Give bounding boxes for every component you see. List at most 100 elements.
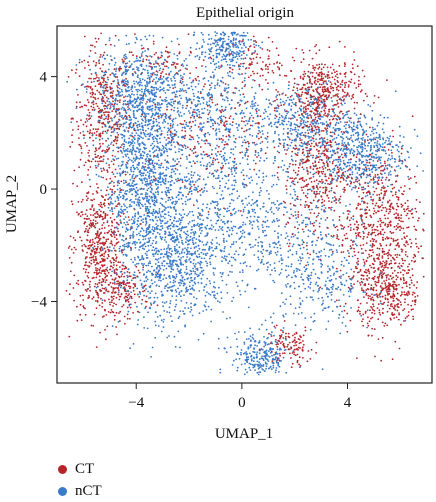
point-nct <box>249 215 252 218</box>
point-nct <box>187 307 190 309</box>
point-nct <box>226 292 229 294</box>
point-nct <box>214 31 217 33</box>
point-ct <box>304 185 307 188</box>
point-nct <box>217 79 219 82</box>
point-nct <box>165 222 168 224</box>
point-nct <box>350 126 353 129</box>
point-nct <box>342 137 345 140</box>
point-nct <box>100 167 102 170</box>
point-ct <box>266 135 269 138</box>
point-ct <box>89 239 92 242</box>
point-nct <box>113 73 115 76</box>
point-ct <box>336 73 338 76</box>
point-ct <box>78 143 81 146</box>
point-nct <box>316 255 319 258</box>
point-nct <box>225 127 228 130</box>
point-nct <box>206 291 208 293</box>
point-nct <box>120 116 123 119</box>
point-ct <box>295 93 298 95</box>
point-nct <box>399 141 401 144</box>
point-nct <box>247 338 250 340</box>
point-nct <box>121 226 124 229</box>
point-nct <box>377 137 379 139</box>
point-ct <box>413 292 416 294</box>
point-nct <box>244 124 247 127</box>
point-nct <box>181 251 183 253</box>
point-nct <box>360 176 363 179</box>
point-ct <box>338 215 341 218</box>
point-ct <box>406 235 408 238</box>
point-nct <box>239 230 242 233</box>
point-ct <box>320 170 323 173</box>
point-nct <box>291 159 294 162</box>
point-nct <box>230 50 233 53</box>
point-nct <box>243 96 246 98</box>
point-nct <box>249 340 252 342</box>
point-nct <box>329 160 331 163</box>
point-nct <box>213 39 216 41</box>
point-nct <box>185 196 188 198</box>
point-ct <box>415 210 418 213</box>
point-nct <box>260 240 262 243</box>
point-nct <box>215 66 218 69</box>
point-nct <box>274 121 277 124</box>
point-nct <box>109 55 112 57</box>
point-nct <box>290 99 293 102</box>
point-nct <box>133 94 135 96</box>
point-nct <box>208 100 211 102</box>
point-nct <box>150 144 152 147</box>
point-ct <box>251 61 253 63</box>
point-ct <box>192 120 194 123</box>
point-nct <box>85 91 88 93</box>
point-nct <box>249 346 252 348</box>
point-nct <box>131 90 134 93</box>
point-nct <box>158 208 161 210</box>
point-nct <box>173 245 176 248</box>
point-ct <box>285 153 287 155</box>
point-nct <box>162 326 165 328</box>
point-nct <box>355 114 358 116</box>
point-nct <box>237 353 239 356</box>
point-nct <box>141 262 143 265</box>
point-nct <box>278 219 280 222</box>
point-nct <box>214 255 217 258</box>
point-ct <box>140 223 142 225</box>
point-nct <box>121 152 123 154</box>
point-nct <box>352 125 355 128</box>
point-ct <box>367 297 370 300</box>
point-nct <box>213 281 216 284</box>
point-ct <box>313 114 316 116</box>
point-nct <box>164 179 167 181</box>
point-ct <box>400 303 402 306</box>
point-nct <box>118 247 121 250</box>
point-nct <box>214 34 217 37</box>
point-nct <box>207 131 209 134</box>
point-ct <box>279 354 281 357</box>
point-ct <box>294 144 297 147</box>
point-nct <box>283 206 286 209</box>
point-ct <box>393 283 395 286</box>
point-nct <box>111 119 113 122</box>
point-ct <box>396 292 399 295</box>
point-ct <box>109 281 112 284</box>
point-nct <box>302 143 304 145</box>
point-nct <box>323 165 326 167</box>
point-nct <box>382 233 385 236</box>
point-nct <box>148 59 150 62</box>
point-ct <box>239 40 241 42</box>
point-nct <box>313 233 316 236</box>
point-nct <box>331 139 334 141</box>
point-ct <box>216 103 219 106</box>
point-ct <box>259 56 262 59</box>
point-nct <box>395 165 398 168</box>
point-ct <box>378 258 380 261</box>
point-ct <box>112 261 115 264</box>
point-ct <box>102 155 105 158</box>
point-ct <box>360 197 363 200</box>
point-nct <box>309 296 312 298</box>
point-ct <box>103 292 106 294</box>
point-nct <box>188 198 191 201</box>
point-ct <box>111 278 114 281</box>
point-ct <box>87 101 90 104</box>
point-nct <box>162 321 165 323</box>
